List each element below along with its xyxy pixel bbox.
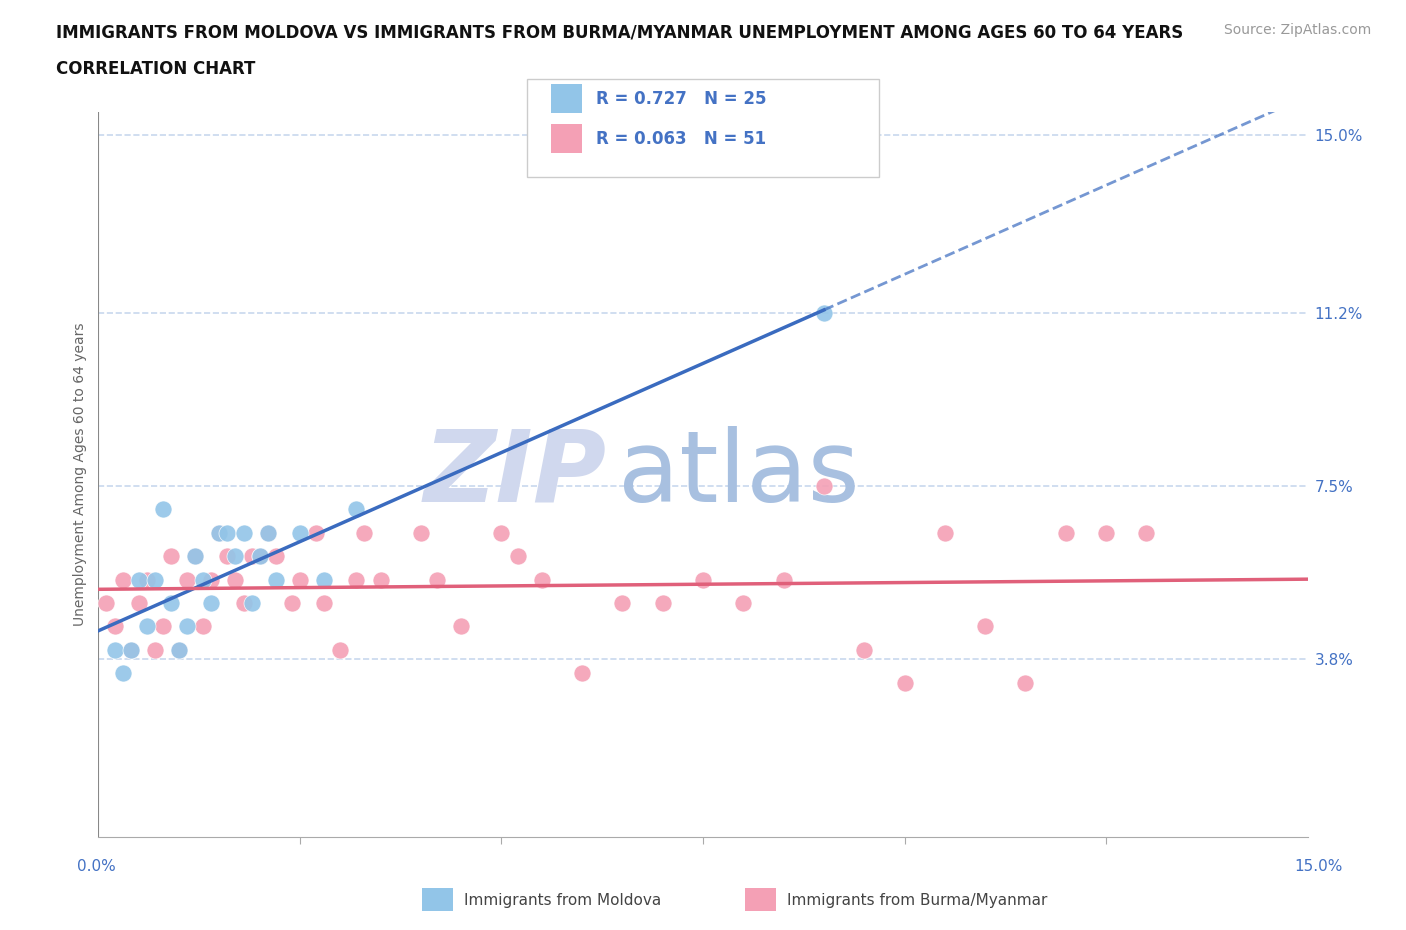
Text: R = 0.727   N = 25: R = 0.727 N = 25 — [596, 89, 766, 108]
Point — [353, 525, 375, 540]
Point — [934, 525, 956, 540]
Point — [167, 643, 190, 658]
Point — [314, 595, 336, 610]
Point — [249, 549, 271, 564]
Point — [813, 305, 835, 320]
Point — [152, 619, 174, 634]
Point — [176, 619, 198, 634]
Point — [344, 502, 367, 517]
Point — [224, 572, 246, 587]
Point — [200, 572, 222, 587]
Point — [111, 572, 134, 587]
Point — [571, 666, 593, 681]
Point — [208, 525, 231, 540]
Text: IMMIGRANTS FROM MOLDOVA VS IMMIGRANTS FROM BURMA/MYANMAR UNEMPLOYMENT AMONG AGES: IMMIGRANTS FROM MOLDOVA VS IMMIGRANTS FR… — [56, 23, 1184, 41]
Point — [224, 549, 246, 564]
Point — [103, 643, 125, 658]
Point — [217, 525, 239, 540]
Point — [264, 549, 287, 564]
Point — [120, 643, 142, 658]
Text: 15.0%: 15.0% — [1295, 859, 1343, 874]
Point — [506, 549, 529, 564]
Point — [1054, 525, 1077, 540]
Text: Immigrants from Moldova: Immigrants from Moldova — [464, 893, 661, 908]
Point — [1095, 525, 1118, 540]
Text: R = 0.063   N = 51: R = 0.063 N = 51 — [596, 129, 766, 148]
Point — [256, 525, 278, 540]
Point — [813, 479, 835, 494]
Point — [1014, 675, 1036, 690]
Point — [200, 595, 222, 610]
Point — [772, 572, 794, 587]
Point — [240, 595, 263, 610]
Point — [160, 549, 183, 564]
Point — [143, 643, 166, 658]
Point — [111, 666, 134, 681]
Point — [143, 572, 166, 587]
Point — [288, 572, 311, 587]
Point — [167, 643, 190, 658]
Point — [450, 619, 472, 634]
Point — [1135, 525, 1157, 540]
Point — [329, 643, 352, 658]
Text: Immigrants from Burma/Myanmar: Immigrants from Burma/Myanmar — [787, 893, 1047, 908]
Point — [530, 572, 553, 587]
Point — [120, 643, 142, 658]
Point — [612, 595, 634, 610]
Point — [974, 619, 997, 634]
Point — [184, 549, 207, 564]
Point — [152, 502, 174, 517]
Point — [426, 572, 449, 587]
Point — [249, 549, 271, 564]
Point — [240, 549, 263, 564]
Point — [893, 675, 915, 690]
Point — [853, 643, 876, 658]
Text: CORRELATION CHART: CORRELATION CHART — [56, 60, 256, 78]
Point — [193, 572, 215, 587]
Point — [135, 619, 157, 634]
Point — [344, 572, 367, 587]
Point — [96, 595, 118, 610]
Point — [264, 572, 287, 587]
Point — [103, 619, 125, 634]
Point — [256, 525, 278, 540]
Y-axis label: Unemployment Among Ages 60 to 64 years: Unemployment Among Ages 60 to 64 years — [73, 323, 87, 626]
Point — [128, 595, 150, 610]
Point — [288, 525, 311, 540]
Point — [651, 595, 673, 610]
Point — [193, 619, 215, 634]
Point — [232, 595, 254, 610]
Text: atlas: atlas — [619, 426, 860, 523]
Point — [232, 525, 254, 540]
Point — [692, 572, 714, 587]
Point — [733, 595, 755, 610]
Point — [208, 525, 231, 540]
Point — [184, 549, 207, 564]
Point — [314, 572, 336, 587]
Text: Source: ZipAtlas.com: Source: ZipAtlas.com — [1223, 23, 1371, 37]
Point — [135, 572, 157, 587]
Text: ZIP: ZIP — [423, 426, 606, 523]
Point — [491, 525, 513, 540]
Text: 0.0%: 0.0% — [77, 859, 117, 874]
Point — [217, 549, 239, 564]
Point — [176, 572, 198, 587]
Point — [370, 572, 392, 587]
Point — [409, 525, 432, 540]
Point — [160, 595, 183, 610]
Point — [281, 595, 304, 610]
Point — [128, 572, 150, 587]
Point — [305, 525, 328, 540]
